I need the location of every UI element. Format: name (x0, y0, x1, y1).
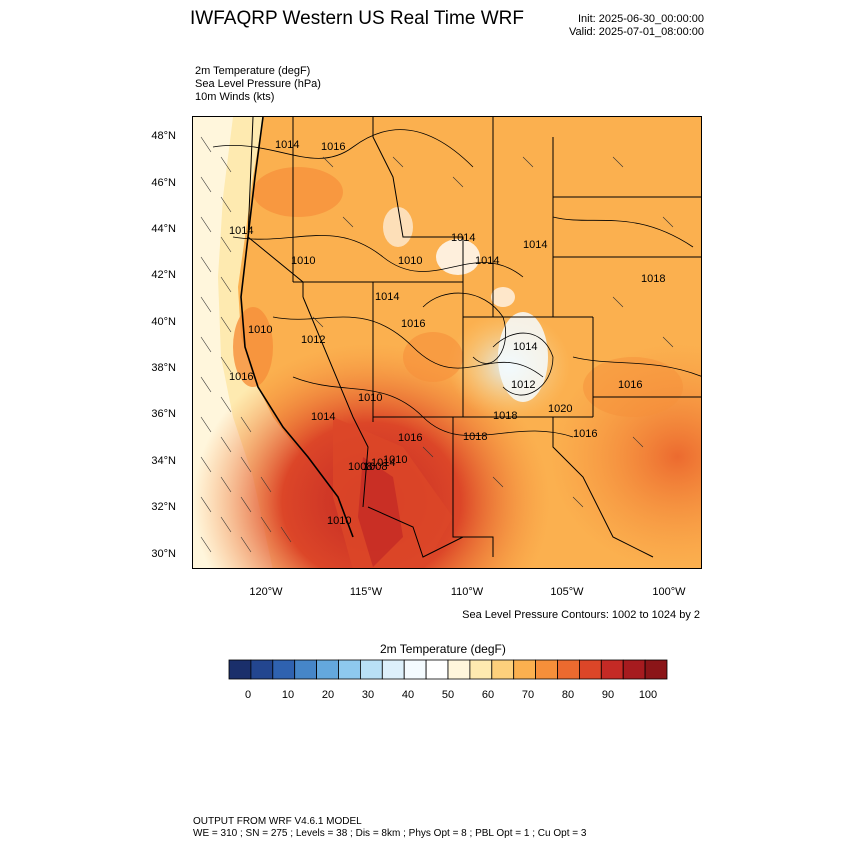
lon-label: 110°W (450, 586, 484, 598)
colorbar-label: 50 (441, 689, 455, 701)
pressure-label: 1008 (348, 461, 372, 473)
pressure-contour-note: Sea Level Pressure Contours: 1002 to 102… (462, 609, 700, 621)
colorbar (228, 659, 668, 680)
lon-label: 120°W (249, 586, 283, 598)
colorbar-swatch (491, 659, 515, 680)
colorbar-swatch (228, 659, 252, 680)
lat-label: 48°N (151, 130, 176, 142)
colorbar-label: 40 (401, 689, 415, 701)
lat-label: 32°N (151, 501, 176, 513)
lat-label: 42°N (151, 269, 176, 281)
valid-time: Valid: 2025-07-01_08:00:00 (569, 26, 704, 38)
pressure-label: 1014 (311, 411, 335, 423)
footer-config: WE = 310 ; SN = 275 ; Levels = 38 ; Dis … (193, 828, 587, 839)
pressure-label: 1020 (548, 403, 572, 415)
colorbar-swatch (403, 659, 427, 680)
colorbar-swatch (359, 659, 383, 680)
colorbar-swatch (250, 659, 274, 680)
pressure-label: 1010 (358, 392, 382, 404)
colorbar-swatch (381, 659, 405, 680)
map-title: IWFAQRP Western US Real Time WRF (190, 8, 524, 29)
pressure-label: 1018 (463, 431, 487, 443)
init-time: Init: 2025-06-30_00:00:00 (578, 13, 704, 25)
pressure-label: 1016 (618, 379, 642, 391)
colorbar-swatch (557, 659, 580, 680)
lat-label: 44°N (151, 223, 176, 235)
state-borders (247, 117, 701, 558)
field-label-temperature: 2m Temperature (degF) (195, 65, 311, 77)
lat-label: 38°N (151, 362, 176, 374)
pressure-label: 1014 (475, 255, 499, 267)
pressure-label: 1014 (275, 139, 299, 151)
lon-label: 105°W (550, 586, 584, 598)
pressure-label: 1014 (375, 291, 399, 303)
colorbar-swatch (513, 659, 537, 680)
pressure-label: 1012 (511, 379, 535, 391)
pressure-label: 1010 (398, 255, 422, 267)
lat-label: 46°N (151, 177, 176, 189)
pressure-label: 1016 (573, 428, 597, 440)
colorbar-swatch (272, 659, 296, 680)
colorbar-label: 10 (281, 689, 295, 701)
pressure-label: 1014 (513, 341, 537, 353)
pressure-label: 1012 (301, 334, 325, 346)
colorbar-swatch (644, 659, 668, 680)
pressure-label: 1016 (229, 371, 253, 383)
field-label-pressure: Sea Level Pressure (hPa) (195, 78, 321, 90)
colorbar-label: 60 (481, 689, 495, 701)
colorbar-title: 2m Temperature (degF) (380, 642, 506, 656)
pressure-label: 1014 (523, 239, 547, 251)
colorbar-label: 70 (521, 689, 535, 701)
colorbar-swatch (294, 659, 317, 680)
lat-label: 30°N (151, 548, 176, 560)
pressure-label: 1016 (321, 141, 345, 153)
colorbar-label: 80 (561, 689, 575, 701)
pressure-label: 1010 (383, 454, 407, 466)
lat-label: 36°N (151, 408, 176, 420)
pressure-label: 1016 (398, 432, 422, 444)
wind-barbs (200, 136, 674, 553)
colorbar-swatch (578, 659, 602, 680)
colorbar-label: 90 (601, 689, 615, 701)
colorbar-swatch (425, 659, 449, 680)
lat-label: 40°N (151, 316, 176, 328)
lon-label: 100°W (652, 586, 686, 598)
colorbar-label: 20 (321, 689, 335, 701)
colorbar-swatch (469, 659, 493, 680)
map-canvas: 1014 1016 1014 1010 1010 1014 1014 1014 … (193, 117, 701, 568)
pressure-label: 1014 (371, 457, 395, 469)
lat-label: 34°N (151, 455, 176, 467)
pressure-label: 1010 (248, 324, 272, 336)
weather-map: 1014 1016 1014 1010 1010 1014 1014 1014 … (192, 116, 702, 569)
pressure-contours (212, 129, 701, 438)
pressure-label: 1008 (363, 461, 387, 473)
pressure-label: 1010 (291, 255, 315, 267)
colorbar-label: 100 (638, 689, 658, 701)
colorbar-swatch (622, 659, 646, 680)
colorbar-swatch (535, 659, 558, 680)
pressure-label: 1014 (451, 232, 475, 244)
coastline (240, 117, 354, 538)
colorbar-swatch (316, 659, 339, 680)
footer-model: OUTPUT FROM WRF V4.6.1 MODEL (193, 816, 362, 827)
colorbar-label: 0 (244, 689, 252, 701)
pressure-label: 1010 (327, 515, 351, 527)
colorbar-swatch (338, 659, 361, 680)
pressure-label: 1014 (229, 225, 253, 237)
pressure-label: 1016 (401, 318, 425, 330)
pressure-label: 1018 (641, 273, 665, 285)
colorbar-label: 30 (361, 689, 375, 701)
colorbar-swatch (600, 659, 624, 680)
colorbar-swatch (447, 659, 471, 680)
lon-label: 115°W (349, 586, 383, 598)
field-label-winds: 10m Winds (kts) (195, 91, 275, 103)
pressure-label: 1018 (493, 410, 517, 422)
